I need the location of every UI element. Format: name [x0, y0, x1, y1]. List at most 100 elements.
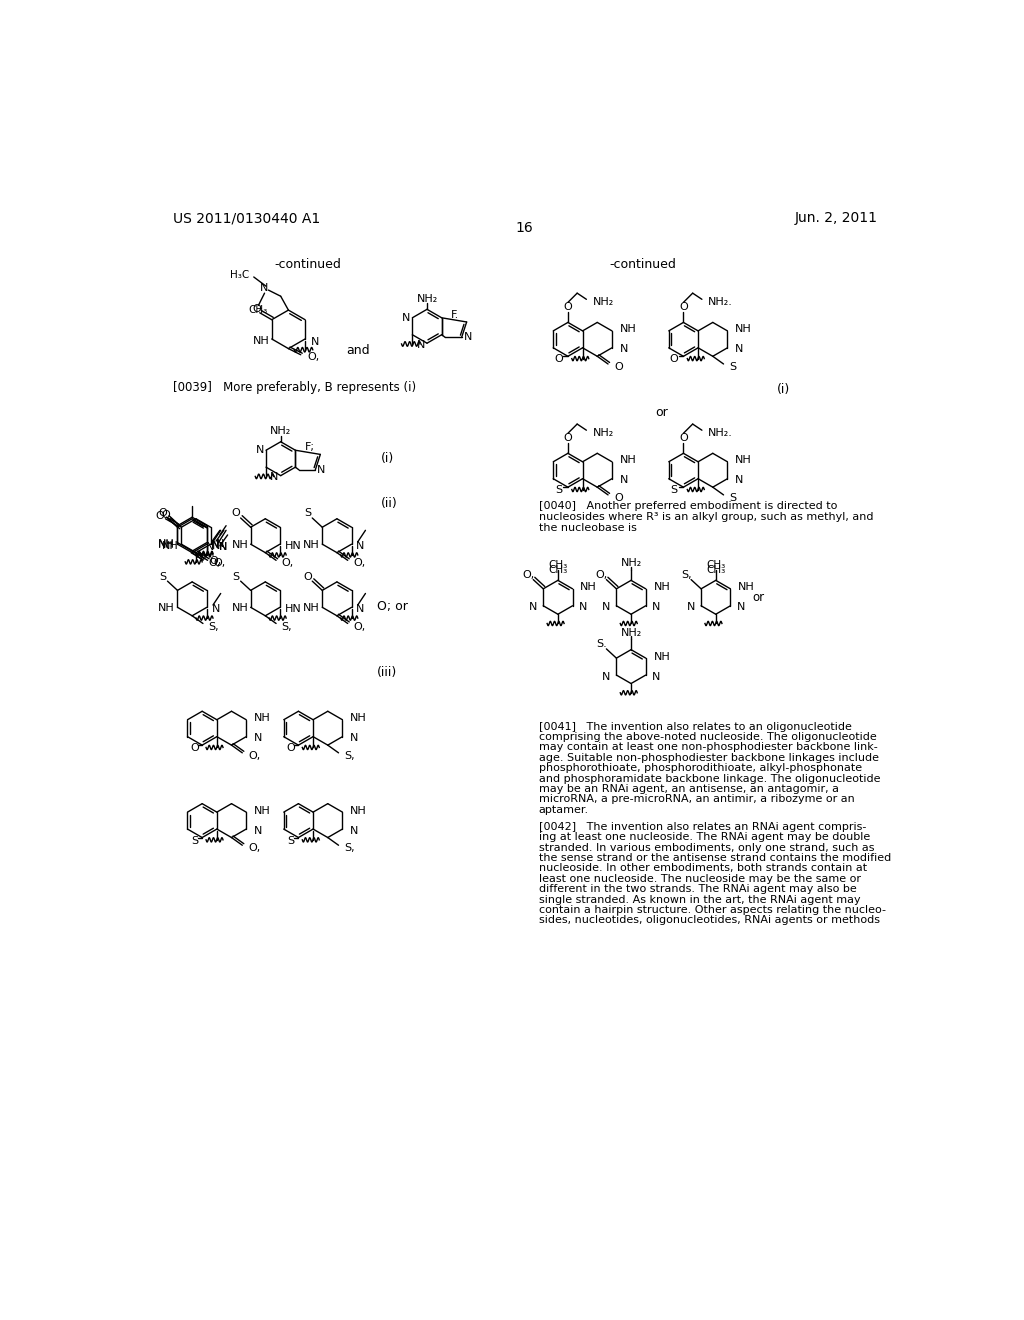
Text: CH₃: CH₃ [707, 560, 725, 570]
Text: N: N [216, 539, 224, 549]
Text: NH: NH [162, 541, 179, 550]
Text: NH: NH [159, 540, 175, 550]
Text: N: N [317, 465, 326, 475]
Text: HN: HN [285, 603, 301, 614]
Text: NH₂: NH₂ [593, 428, 613, 438]
Text: N: N [211, 603, 220, 614]
Text: N: N [735, 475, 743, 486]
Text: O: O [159, 508, 167, 519]
Text: phosphorothioate, phosphorodithioate, alkyl-phosphonate: phosphorothioate, phosphorodithioate, al… [539, 763, 862, 774]
Text: N: N [579, 602, 587, 612]
Text: F;: F; [304, 442, 314, 453]
Text: O,: O, [307, 352, 319, 362]
Text: O; or: O; or [377, 601, 408, 612]
Text: or: or [753, 591, 765, 603]
Text: O,: O, [249, 843, 261, 853]
Text: comprising the above-noted nucleoside. The oligonucleotide: comprising the above-noted nucleoside. T… [539, 733, 877, 742]
Text: N: N [464, 333, 472, 342]
Text: N: N [735, 345, 743, 354]
Text: S,: S, [208, 622, 219, 631]
Text: the nucleobase is: the nucleobase is [539, 523, 637, 533]
Text: N: N [602, 602, 610, 612]
Text: O: O [156, 511, 165, 520]
Text: (iii): (iii) [377, 667, 397, 680]
Text: S: S [190, 836, 198, 846]
Text: CH₃: CH₃ [249, 305, 268, 315]
Text: [0039]   More preferably, B represents (i): [0039] More preferably, B represents (i) [173, 381, 416, 395]
Text: H₃C: H₃C [230, 269, 249, 280]
Text: O,: O, [249, 751, 261, 760]
Text: NH₂: NH₂ [417, 293, 437, 304]
Text: S: S [555, 486, 562, 495]
Text: N: N [356, 603, 365, 614]
Text: [0041]   The invention also relates to an oligonucleotide: [0041] The invention also relates to an … [539, 722, 852, 731]
Text: F.: F. [451, 310, 459, 319]
Text: S: S [304, 508, 311, 519]
Text: S,: S, [681, 570, 692, 579]
Text: N: N [652, 672, 660, 681]
Text: NH: NH [303, 603, 319, 612]
Text: NH: NH [738, 582, 755, 593]
Text: Jun. 2, 2011: Jun. 2, 2011 [795, 211, 878, 226]
Text: N: N [260, 282, 268, 293]
Text: N: N [417, 339, 425, 350]
Text: S.: S. [596, 639, 607, 649]
Text: N: N [254, 825, 262, 836]
Text: and phosphoramidate backbone linkage. The oligonucleotide: and phosphoramidate backbone linkage. Th… [539, 774, 881, 784]
Text: ing at least one nucleoside. The RNAi agent may be double: ing at least one nucleoside. The RNAi ag… [539, 832, 870, 842]
Text: N: N [652, 602, 660, 612]
Text: NH: NH [350, 713, 367, 723]
Text: NH₂: NH₂ [593, 297, 613, 308]
Text: N: N [602, 672, 610, 681]
Text: O: O [679, 302, 688, 312]
Text: NH: NH [735, 325, 752, 334]
Text: O: O [162, 510, 170, 520]
Text: O: O [253, 304, 261, 314]
Text: O,: O, [353, 558, 366, 569]
Text: NH: NH [231, 540, 248, 550]
Text: 16: 16 [516, 220, 534, 235]
Text: NH: NH [254, 713, 270, 723]
Text: NH: NH [254, 805, 270, 816]
Text: S,: S, [345, 843, 355, 853]
Text: O,: O, [522, 570, 535, 579]
Text: N: N [528, 602, 537, 612]
Text: N: N [256, 445, 264, 455]
Text: O,: O, [208, 558, 220, 569]
Text: N: N [218, 543, 226, 552]
Text: the sense strand or the antisense strand contains the modified: the sense strand or the antisense strand… [539, 853, 891, 863]
Text: US 2011/0130440 A1: US 2011/0130440 A1 [173, 211, 321, 226]
Text: S,: S, [282, 622, 292, 631]
Text: sides, nucleotides, oligonucleotides, RNAi agents or methods: sides, nucleotides, oligonucleotides, RN… [539, 915, 880, 925]
Text: -continued: -continued [609, 259, 676, 271]
Text: CH₃: CH₃ [548, 565, 567, 574]
Text: O,: O, [596, 570, 608, 579]
Text: O: O [670, 354, 679, 364]
Text: NH: NH [159, 539, 175, 549]
Text: NH₂.: NH₂. [708, 428, 733, 438]
Text: NH: NH [303, 540, 319, 550]
Text: NH: NH [581, 582, 597, 593]
Text: NH₂: NH₂ [270, 426, 292, 436]
Text: stranded. In various embodiments, only one strand, such as: stranded. In various embodiments, only o… [539, 842, 874, 853]
Text: O: O [679, 433, 688, 444]
Text: N: N [356, 541, 365, 550]
Text: HN: HN [285, 541, 301, 550]
Text: (ii): (ii) [381, 496, 397, 510]
Text: NH₂: NH₂ [621, 558, 642, 569]
Text: O: O [563, 302, 572, 312]
Text: S: S [287, 836, 294, 846]
Text: NH: NH [653, 652, 670, 661]
Text: S: S [730, 362, 737, 372]
Text: O: O [563, 433, 572, 444]
Text: O: O [614, 492, 623, 503]
Text: NH: NH [253, 335, 269, 346]
Text: [0042]   The invention also relates an RNAi agent compris-: [0042] The invention also relates an RNA… [539, 822, 866, 832]
Text: S: S [160, 572, 167, 582]
Text: may be an RNAi agent, an antisense, an antagomir, a: may be an RNAi agent, an antisense, an a… [539, 784, 839, 795]
Text: S: S [671, 486, 678, 495]
Text: N: N [686, 602, 695, 612]
Text: S: S [730, 492, 737, 503]
Text: NH: NH [735, 455, 752, 465]
Text: N: N [206, 543, 214, 552]
